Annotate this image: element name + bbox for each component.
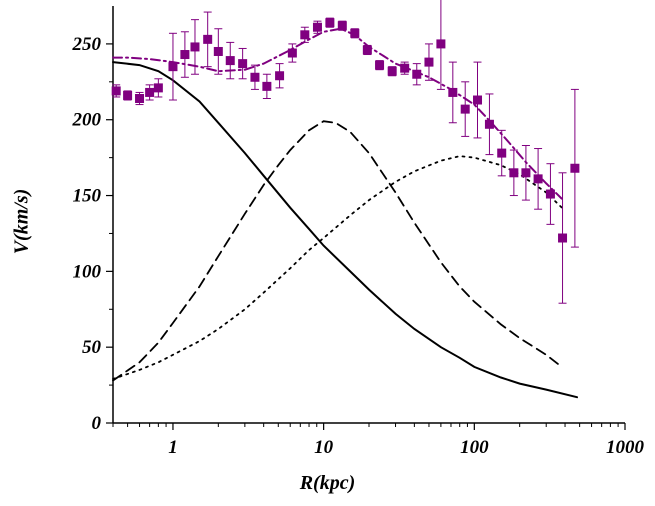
- data-point: [533, 174, 543, 184]
- data-point: [312, 22, 322, 32]
- data-point: [325, 18, 335, 28]
- y-tick-label: 0: [92, 413, 102, 434]
- data-point: [190, 42, 200, 52]
- y-tick-label: 50: [82, 337, 102, 358]
- data-point: [300, 30, 310, 40]
- data-point: [473, 95, 483, 105]
- data-point: [153, 83, 163, 93]
- data-point: [448, 87, 458, 97]
- data-point: [436, 39, 446, 49]
- data-point: [275, 71, 285, 81]
- data-point: [400, 63, 410, 73]
- data-point: [135, 93, 145, 103]
- data-point: [387, 66, 397, 76]
- data-point: [350, 28, 360, 38]
- x-axis-label: R(kpc): [299, 472, 356, 494]
- data-point: [168, 62, 178, 72]
- data-point: [570, 163, 580, 173]
- data-point: [497, 148, 507, 158]
- data-point: [180, 50, 190, 60]
- data-point: [123, 90, 133, 100]
- x-tick-label: 1: [168, 437, 178, 458]
- y-tick-label: 250: [72, 34, 102, 55]
- curve-solid: [112, 61, 578, 399]
- y-tick-label: 150: [73, 186, 102, 207]
- x-tick-label: 1000: [606, 437, 645, 458]
- data-point: [545, 189, 555, 199]
- data-point: [262, 81, 272, 91]
- data-point: [509, 168, 519, 178]
- curve-dash-dot: [112, 27, 563, 200]
- data-point: [203, 34, 213, 44]
- data-point: [337, 21, 347, 31]
- data-point: [424, 57, 434, 67]
- curve-dashed: [112, 120, 563, 382]
- data-point: [484, 119, 494, 129]
- data-point: [250, 72, 260, 82]
- data-point: [412, 69, 422, 79]
- x-tick-label: 10: [314, 437, 334, 458]
- y-axis-label: V(km/s): [10, 188, 33, 255]
- data-point: [558, 233, 568, 243]
- data-point: [111, 86, 121, 96]
- data-point: [145, 87, 155, 97]
- data-point: [362, 45, 372, 55]
- data-point: [375, 60, 385, 70]
- data-point: [287, 48, 297, 58]
- data-point: [521, 168, 531, 178]
- data-point: [460, 104, 470, 114]
- curve-dotted: [112, 155, 566, 380]
- data-point: [238, 59, 248, 69]
- x-tick-label: 100: [460, 437, 489, 458]
- y-tick-label: 200: [72, 110, 102, 131]
- data-point: [225, 56, 235, 66]
- y-tick-label: 100: [73, 261, 102, 282]
- data-point: [213, 46, 223, 56]
